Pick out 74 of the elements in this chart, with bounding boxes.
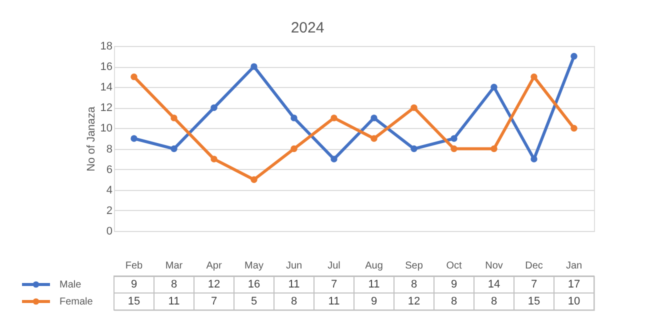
y-tick-label: 18 — [100, 40, 112, 52]
data-label: 14 — [488, 278, 500, 290]
point — [490, 84, 498, 90]
data-label: 15 — [528, 296, 540, 308]
point — [170, 145, 178, 152]
x-tick-label: Nov — [485, 260, 503, 272]
y-tick-label: 16 — [100, 61, 112, 74]
data-label: 8 — [450, 296, 458, 308]
data-label: 11 — [288, 278, 300, 290]
y-tick-label: 2 — [106, 204, 112, 217]
data-label: 9 — [130, 278, 138, 290]
x-tick-label: Dec — [525, 260, 543, 272]
x-tick-label: Sep — [405, 260, 424, 272]
data-label: 10 — [568, 296, 580, 308]
data-label: 9 — [450, 278, 458, 290]
x-tick-label: Apr — [206, 260, 222, 272]
x-tick-label: Aug — [365, 260, 383, 272]
data-label: 17 — [568, 278, 580, 290]
y-tick-label: 6 — [106, 164, 112, 176]
point — [250, 176, 258, 183]
data-label: 11 — [328, 296, 340, 308]
data-label: 16 — [248, 278, 260, 290]
point — [210, 104, 218, 112]
chart-title: 2024 — [290, 20, 324, 36]
y-tick-label: 12 — [100, 102, 112, 114]
data-label: 9 — [370, 296, 378, 308]
point — [410, 145, 418, 152]
point — [170, 114, 178, 122]
x-tick-label: Oct — [446, 260, 462, 272]
data-label: 5 — [250, 296, 258, 308]
point — [290, 145, 298, 152]
data-label: 8 — [490, 296, 498, 308]
data-label: 8 — [410, 278, 418, 290]
data-label: 12 — [208, 278, 220, 290]
data-label: 7 — [210, 296, 218, 308]
data-label: 7 — [530, 278, 538, 290]
point — [290, 114, 298, 122]
point — [370, 114, 378, 122]
point — [490, 145, 498, 152]
point — [210, 156, 218, 162]
y-tick-label: 4 — [106, 184, 112, 196]
data-label: 8 — [170, 278, 178, 290]
legend-label: Male — [60, 280, 82, 290]
data-label: 7 — [330, 278, 338, 290]
point — [130, 135, 138, 142]
point — [450, 135, 458, 142]
legend-label: Female — [60, 296, 94, 308]
x-tick-label: May — [244, 260, 264, 272]
y-tick-label: 8 — [106, 143, 112, 156]
data-label: 11 — [168, 296, 180, 308]
x-tick-label: Jun — [286, 260, 302, 272]
x-tick-label: Feb — [125, 260, 144, 272]
point — [570, 124, 578, 132]
point — [330, 114, 338, 122]
point — [530, 156, 538, 162]
x-tick-label: Jan — [566, 260, 582, 272]
point — [330, 156, 338, 162]
y-tick-label: 14 — [100, 82, 112, 94]
point — [370, 135, 378, 142]
data-label: 11 — [368, 278, 380, 290]
y-tick-label: 10 — [100, 122, 112, 135]
y-tick-label: 0 — [106, 226, 112, 238]
x-tick-label: Jul — [328, 260, 340, 272]
point — [570, 52, 578, 60]
y-axis-title: No of Janaza — [85, 106, 98, 172]
data-label: 15 — [128, 296, 140, 308]
point — [530, 73, 538, 80]
data-label: 8 — [290, 296, 298, 308]
point — [250, 63, 258, 70]
point — [130, 73, 138, 80]
x-tick-label: Mar — [165, 260, 184, 272]
point — [410, 104, 418, 112]
data-label: 12 — [408, 296, 420, 308]
point — [450, 145, 458, 152]
